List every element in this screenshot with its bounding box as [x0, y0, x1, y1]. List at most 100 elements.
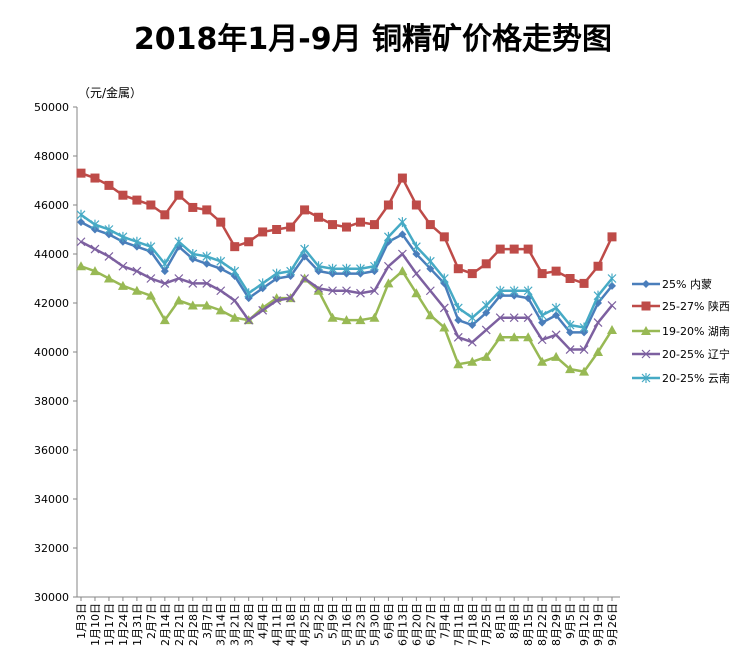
- data-point: [565, 364, 576, 374]
- data-point: [104, 224, 114, 235]
- y-tick-label: 42000: [34, 297, 69, 310]
- data-point: [146, 200, 156, 210]
- data-point: [160, 258, 170, 269]
- data-point: [509, 313, 519, 323]
- data-point: [356, 288, 365, 298]
- data-point: [174, 236, 184, 247]
- data-point: [383, 231, 393, 242]
- data-point: [426, 264, 435, 273]
- data-point: [230, 296, 240, 305]
- data-point: [509, 244, 519, 254]
- data-point: [369, 312, 380, 322]
- data-point: [383, 278, 394, 288]
- data-point: [216, 217, 226, 227]
- x-tick-label: 8月8日: [508, 603, 521, 639]
- data-point: [425, 286, 435, 296]
- data-point: [118, 190, 128, 200]
- y-axis-label: （元/金属）: [78, 85, 142, 100]
- data-point: [342, 222, 351, 232]
- data-point: [411, 269, 421, 279]
- x-tick-label: 9月12日: [578, 603, 591, 646]
- data-point: [425, 310, 436, 320]
- y-tick-label: 46000: [34, 199, 69, 212]
- data-point: [523, 285, 533, 296]
- data-point: [314, 261, 323, 272]
- data-point: [495, 313, 505, 323]
- data-point: [272, 225, 282, 234]
- data-point: [383, 261, 393, 271]
- data-point: [313, 285, 324, 295]
- legend-label: 25% 内蒙: [662, 277, 712, 291]
- legend-label: 25-27% 陕西: [662, 299, 730, 313]
- chart-title: 2018年1月-9月 铜精矿价格走势图: [133, 22, 613, 57]
- x-tick-label: 5月9日: [327, 603, 340, 639]
- data-point: [552, 311, 561, 320]
- x-tick-label: 6月13日: [396, 603, 409, 646]
- y-tick-label: 50000: [34, 101, 69, 114]
- x-tick-label: 1月31日: [131, 603, 144, 646]
- x-tick-label: 3月14日: [215, 603, 228, 646]
- data-point: [411, 288, 422, 298]
- data-point: [118, 261, 128, 271]
- data-point: [215, 305, 226, 315]
- data-point: [314, 283, 323, 293]
- x-tick-label: 4月25日: [299, 603, 312, 646]
- x-tick-label: 7月11日: [452, 603, 465, 646]
- x-tick-label: 2月14日: [159, 603, 172, 646]
- legend-item: 20-25% 云南: [632, 372, 730, 385]
- data-point: [77, 218, 85, 227]
- series-3: [76, 261, 617, 376]
- y-tick-label: 36000: [34, 444, 69, 457]
- data-point: [439, 303, 449, 313]
- x-tick-label: 6月6日: [382, 603, 395, 639]
- data-point: [509, 285, 519, 296]
- data-point: [607, 324, 617, 334]
- data-point: [439, 273, 449, 284]
- data-point: [397, 173, 407, 183]
- data-point: [481, 325, 491, 335]
- data-point: [188, 202, 198, 212]
- data-point: [146, 241, 156, 252]
- data-point: [370, 286, 379, 296]
- data-point: [76, 209, 86, 220]
- x-tick-label: 6月20日: [410, 603, 423, 646]
- data-point: [565, 274, 575, 283]
- data-point: [89, 266, 100, 276]
- series-4: [76, 237, 617, 354]
- data-point: [593, 318, 603, 328]
- data-point: [641, 349, 651, 359]
- data-point: [355, 315, 366, 325]
- data-point: [551, 330, 561, 340]
- data-point: [131, 285, 142, 295]
- x-tick-label: 7月4日: [438, 603, 451, 639]
- data-point: [216, 264, 225, 273]
- legend-item: 25% 内蒙: [632, 277, 712, 291]
- data-point: [90, 173, 100, 183]
- x-tick-label: 5月2日: [313, 603, 326, 639]
- data-point: [397, 249, 407, 259]
- data-point: [272, 268, 282, 279]
- data-point: [328, 286, 337, 296]
- data-point: [244, 315, 254, 325]
- data-point: [132, 266, 142, 276]
- data-point: [467, 269, 477, 279]
- y-tick-label: 44000: [34, 248, 69, 261]
- x-tick-label: 2月21日: [173, 603, 186, 646]
- data-point: [286, 222, 296, 232]
- data-point: [300, 205, 310, 215]
- data-point: [272, 296, 282, 305]
- data-point: [355, 217, 365, 227]
- data-point: [216, 286, 226, 296]
- x-tick-label: 7月25日: [480, 603, 493, 646]
- data-point: [411, 241, 421, 252]
- x-tick-label: 5月23日: [354, 603, 367, 646]
- data-point: [593, 347, 604, 356]
- data-point: [641, 373, 651, 383]
- data-point: [258, 278, 268, 289]
- data-point: [397, 217, 407, 228]
- data-point: [454, 316, 463, 325]
- data-point: [229, 312, 240, 322]
- data-point: [90, 244, 100, 254]
- x-tick-label: 4月4日: [257, 603, 270, 639]
- data-point: [642, 280, 650, 288]
